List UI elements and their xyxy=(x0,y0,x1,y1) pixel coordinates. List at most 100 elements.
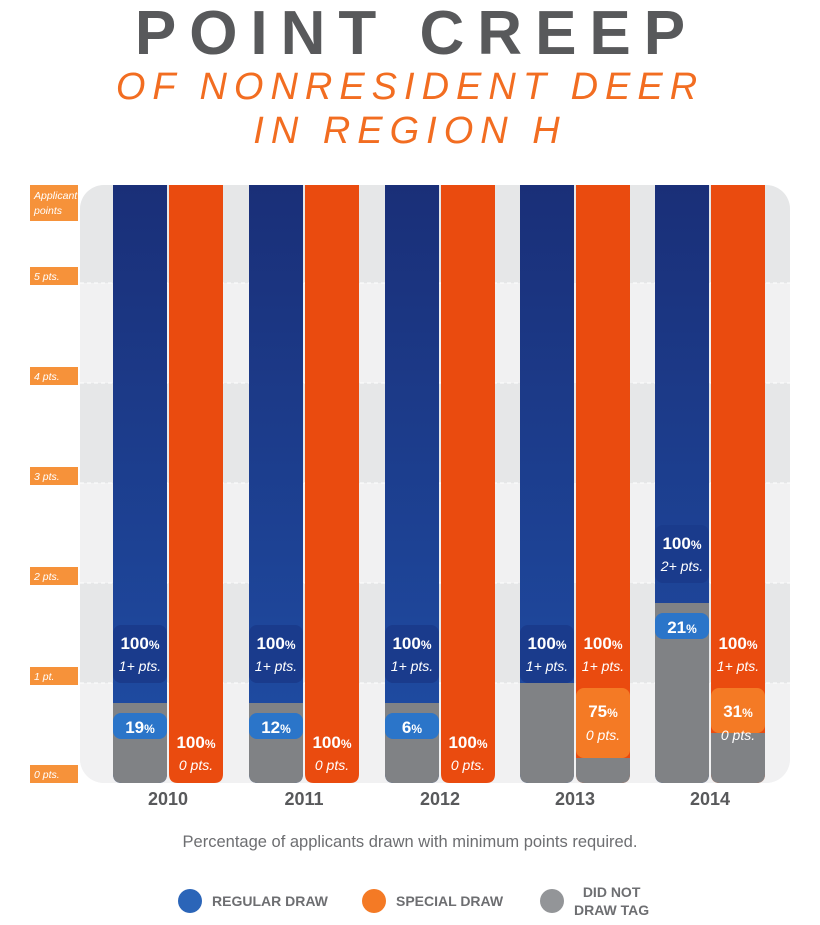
legend-label-did-not-draw: DID NOT DRAW TAG xyxy=(574,883,649,919)
regular-full-pts-2011: 1+ pts. xyxy=(255,658,297,674)
y-axis-title-box xyxy=(30,185,78,221)
regular-not-drawn-2013 xyxy=(520,683,574,783)
special-bar-2013: 75% 0 pts. 100% 1+ pts. xyxy=(576,185,630,783)
special-bar-2012: 100% 0 pts. xyxy=(441,185,495,783)
y-tick-box-4 xyxy=(30,367,78,385)
regular-partial-block-2010 xyxy=(113,713,167,739)
regular-full-pct-2014: 100% xyxy=(662,534,701,553)
y-tick-label-2: 2 pts. xyxy=(33,571,60,583)
legend-label-did-not-draw-line2: DRAW TAG xyxy=(574,902,650,918)
special-bar-2010: 100% 0 pts. xyxy=(169,185,223,783)
regular-full-pts-2013: 1+ pts. xyxy=(526,658,568,674)
regular-partial-block-2011 xyxy=(249,713,303,739)
y-tick-box-5 xyxy=(30,267,78,285)
regular-partial-pct-2012: 6% xyxy=(402,718,422,737)
chart-footnote: Percentage of applicants drawn with mini… xyxy=(182,833,638,851)
regular-bar-2012: 6% 100% 1+ pts. xyxy=(385,185,439,783)
special-partial-pts-2014: 0 pts. xyxy=(721,727,755,743)
special-bar-fill-2010 xyxy=(169,185,223,783)
special-full-pct-2014: 100% xyxy=(718,634,757,653)
regular-full-pts-2012: 1+ pts. xyxy=(391,658,433,674)
special-partial-pct-2014: 31% xyxy=(723,702,753,721)
x-tick-label-2012: 2012 xyxy=(420,789,460,809)
regular-full-pct-2010: 100% xyxy=(120,634,159,653)
special-bar-fill-2011 xyxy=(305,185,359,783)
special-bar-2014: 31% 0 pts. 100% 1+ pts. xyxy=(711,185,765,783)
regular-partial-pct-2010: 19% xyxy=(125,718,155,737)
regular-bar-2010: 19% 100% 1+ pts. xyxy=(113,185,167,783)
regular-not-drawn-2014 xyxy=(655,603,709,783)
y-tick-box-2 xyxy=(30,567,78,585)
y-tick-label-3: 3 pts. xyxy=(34,471,60,483)
legend-swatch-regular xyxy=(178,889,202,913)
legend-label-did-not-draw-line1: DID NOT xyxy=(582,884,641,900)
y-tick-label-0: 0 pts. xyxy=(34,769,60,781)
special-partial-block-2014 xyxy=(711,688,765,733)
chart-title: POINT CREEP xyxy=(134,0,699,68)
y-tick-box-1 xyxy=(30,667,78,685)
x-tick-label-2011: 2011 xyxy=(284,789,323,809)
special-not-drawn-2013 xyxy=(576,758,630,783)
special-bar-fill-2013 xyxy=(576,185,630,783)
regular-full-block-2014 xyxy=(655,525,709,583)
x-tick-label-2014: 2014 xyxy=(690,789,730,809)
y-axis-title-line2: points xyxy=(33,205,63,217)
x-tick-label-2013: 2013 xyxy=(555,789,595,809)
regular-full-pts-2010: 1+ pts. xyxy=(119,658,161,674)
y-tick-label-1: 1 pt. xyxy=(34,671,54,683)
special-bar-fill-2012 xyxy=(441,185,495,783)
regular-full-pts-2014: 2+ pts. xyxy=(660,558,703,574)
y-tick-box-0 xyxy=(30,765,78,783)
regular-bar-2013: 100% 1+ pts. xyxy=(520,185,574,783)
special-bar-fill-2014 xyxy=(711,185,765,783)
y-tick-box-3 xyxy=(30,467,78,485)
legend-swatch-special xyxy=(362,889,386,913)
regular-bar-fill-2012 xyxy=(385,185,439,783)
bars: 19%100%1+ pts.100%0 pts.12%100%1+ pts.10… xyxy=(113,185,765,783)
regular-partial-pct-2011: 12% xyxy=(261,718,291,737)
regular-bar-fill-2010 xyxy=(113,185,167,783)
x-tick-label-2010: 2010 xyxy=(148,789,188,809)
regular-bar-2011: 12% 100% 1+ pts. xyxy=(249,185,303,783)
y-axis: Applicant points 0 pts. 1 pt. 2 pts. 3 pts. 4 … xyxy=(30,185,78,783)
special-min-pts-2011: 0 pts. xyxy=(315,757,349,773)
special-not-drawn-2014 xyxy=(711,733,765,783)
special-full-pts-2014: 1+ pts. xyxy=(717,658,759,674)
legend: REGULAR DRAW SPECIAL DRAW DID NOT DRAW T… xyxy=(0,883,820,923)
special-bar-2011: 100% 0 pts. xyxy=(305,185,359,783)
special-partial-block-2013 xyxy=(576,688,630,758)
regular-full-block-2013 xyxy=(520,625,574,683)
y-tick-label-5: 5 pts. xyxy=(34,271,60,283)
legend-item-special-draw: SPECIAL DRAW xyxy=(362,889,503,913)
regular-full-block-2012 xyxy=(385,625,439,683)
special-full-pts-2013: 1+ pts. xyxy=(582,658,624,674)
regular-bar-2014: 21% 100% 2+ pts. xyxy=(655,185,709,783)
special-partial-pct-2013: 75% xyxy=(588,702,618,721)
regular-partial-block-2012 xyxy=(385,713,439,739)
regular-bar-fill-2011 xyxy=(249,185,303,783)
regular-full-block-2010 xyxy=(113,625,167,683)
special-min-pct-2010: 100% xyxy=(176,733,215,752)
regular-full-pct-2013: 100% xyxy=(527,634,566,653)
special-min-pts-2012: 0 pts. xyxy=(451,757,485,773)
point-creep-chart: Applicant points 0 pts. 1 pt. 2 pts. 3 pts. 4 … xyxy=(30,185,790,809)
legend-item-did-not-draw: DID NOT DRAW TAG xyxy=(540,883,649,919)
special-min-pts-2010: 0 pts. xyxy=(179,757,213,773)
special-partial-pts-2013: 0 pts. xyxy=(586,727,620,743)
legend-item-regular-draw: REGULAR DRAW xyxy=(178,889,328,913)
special-min-pct-2012: 100% xyxy=(448,733,487,752)
regular-full-block-2011 xyxy=(249,625,303,683)
regular-full-pct-2011: 100% xyxy=(256,634,295,653)
regular-full-pct-2012: 100% xyxy=(392,634,431,653)
chart-subtitle-line1: OF NONRESIDENT DEER xyxy=(115,66,705,108)
y-axis-title-line1: Applicant xyxy=(33,190,78,202)
legend-label-special: SPECIAL DRAW xyxy=(396,893,504,909)
y-tick-label-4: 4 pts. xyxy=(34,371,60,383)
special-min-pct-2011: 100% xyxy=(312,733,351,752)
legend-label-regular: REGULAR DRAW xyxy=(212,893,328,909)
special-full-pct-2013: 100% xyxy=(583,634,622,653)
regular-partial-block-2014 xyxy=(655,613,709,639)
regular-partial-pct-2014: 21% xyxy=(667,618,697,637)
legend-swatch-did-not-draw xyxy=(540,889,564,913)
chart-subtitle-line2: IN REGION H xyxy=(253,110,567,152)
